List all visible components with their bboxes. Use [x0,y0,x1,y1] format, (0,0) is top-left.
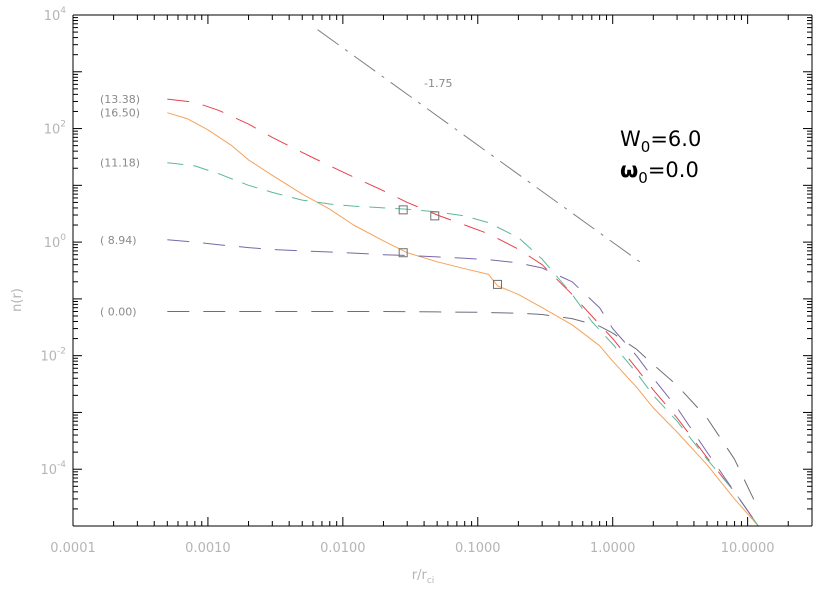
y-tick-label: 104 [44,6,67,24]
series-label-3: ( 8.94) [100,234,137,247]
series-curve-4 [167,311,759,510]
x-axis-title-sub: ci [427,576,434,586]
x-tick-label: 0.0001 [50,541,96,556]
series-curve-1 [167,112,759,527]
w0-value: =6.0 [650,127,701,151]
marker-square [492,279,502,289]
series-curve-0 [167,98,759,527]
curve-labels-group: (13.38)(16.50) (11.18) ( 8.94) ( 0.00) [100,93,140,318]
tick-labels-group: 0.0001 0.0010 0.0100 0.1000 1.0000 10.000010-… [40,6,774,556]
omega0-value: =0.0 [648,158,699,182]
marker-square [398,248,408,258]
omega0-subscript: 0 [638,169,648,187]
y-tick-label-base: 10 [44,236,61,251]
y-tick-label: 10-4 [40,460,66,478]
x-axis-title-main: r/r [412,568,428,583]
omega0-annotation: ω0=0.0 [620,158,699,187]
ticks-group [72,14,813,527]
x-axis-title: r/rci [412,568,435,586]
series-curve-5 [317,29,645,266]
y-tick-label: 102 [44,120,66,138]
y-tick-label-base: 10 [44,9,61,24]
x-tick-label: 10.0000 [721,541,775,556]
series-curve-2 [167,162,759,527]
series-label-0: (13.38) [100,93,140,106]
y-tick-label-exponent: 2 [60,120,66,130]
series-curve-3 [167,239,759,527]
markers-group [398,205,502,289]
x-tick-label: 0.1000 [455,541,501,556]
w0-annotation: W0=6.0 [620,127,701,156]
curves-group [167,29,759,527]
y-tick-label: 100 [44,233,67,251]
y-tick-label-base: 10 [40,463,57,478]
series-label-2: (11.18) [100,157,140,170]
omega0-base: ω [620,158,638,182]
series-label-4: ( 0.00) [100,305,137,318]
marker-square [398,205,408,215]
axes-frame [72,14,813,527]
y-tick-label-exponent: 4 [60,6,66,16]
w0-subscript: 0 [641,138,651,156]
x-tick-label: 1.0000 [590,541,636,556]
y-tick-label-exponent: -4 [57,460,66,470]
y-tick-label: 10-2 [40,347,66,365]
y-axis-title: n(r) [10,288,25,312]
x-tick-label: 0.0010 [185,541,231,556]
y-tick-label-base: 10 [40,350,57,365]
marker-square [430,211,440,221]
slope-label: -1.75 [424,77,452,90]
y-tick-label-exponent: 0 [60,233,66,243]
y-tick-label-base: 10 [44,123,61,138]
series-label-1: (16.50) [100,107,140,120]
x-tick-label: 0.0100 [320,541,366,556]
y-tick-label-exponent: -2 [57,347,66,357]
w0-base: W [620,127,641,151]
